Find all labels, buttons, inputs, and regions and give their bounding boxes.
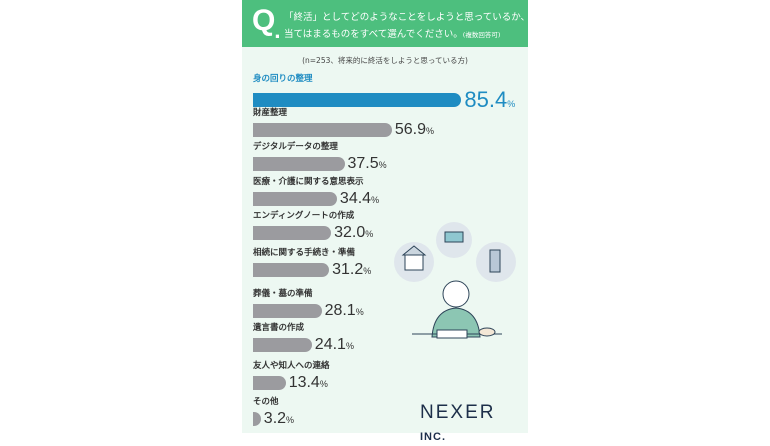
value-number: 37.5 [347, 155, 379, 172]
q-mark: Q [252, 4, 276, 37]
question-header: Q . 「終活」としてどのようなことをしようと思っているか、 当てはまるものをす… [242, 0, 531, 47]
percent-unit: % [355, 307, 364, 317]
value-number: 28.1 [324, 302, 356, 319]
percent-unit: % [345, 341, 354, 351]
category-label: 相続に関する手続き・準備 [253, 248, 356, 258]
category-label: デジタルデータの整理 [253, 142, 338, 152]
bar-row: 医療・介護に関する意思表示 34.4% [253, 175, 379, 208]
value-label: 85.4% [464, 87, 515, 113]
question-line-1: 「終活」としてどのようなことをしようと思っているか、 [284, 12, 531, 23]
percent-unit: % [378, 160, 387, 170]
category-label: 身の回りの整理 [253, 74, 313, 84]
value-number: 56.9 [394, 121, 426, 138]
percent-unit: % [425, 126, 434, 136]
percent-unit: % [286, 415, 295, 425]
bar-row: エンディングノートの作成 32.0% [253, 209, 373, 242]
question-line-2-text: 当てはまるものをすべて選んでください。 [284, 29, 463, 40]
category-label: その他 [253, 397, 279, 407]
value-number: 31.2 [332, 261, 364, 278]
bar [253, 263, 330, 277]
value-label: 28.1% [325, 302, 364, 320]
multi-answer-note: (複数回答可) [462, 31, 501, 39]
percent-unit: % [363, 266, 372, 276]
category-label: 医療・介護に関する意思表示 [253, 177, 364, 187]
category-label: 葬儀・墓の準備 [253, 289, 313, 299]
category-label: 遺言書の作成 [253, 323, 305, 333]
percent-unit: % [365, 229, 374, 239]
bar-row: 身の回りの整理 85.4% [253, 72, 515, 113]
value-number: 24.1 [314, 336, 346, 353]
survey-card: Q . 「終活」としてどのようなことをしようと思っているか、 当てはまるものをす… [242, 0, 531, 443]
q-dot: . [274, 22, 281, 43]
bar [253, 192, 337, 206]
percent-unit: % [507, 99, 516, 109]
person-writing-illustration [394, 222, 516, 339]
percent-unit: % [371, 195, 380, 205]
percent-unit: % [319, 379, 328, 389]
value-number: 85.4 [464, 87, 508, 112]
bar [253, 304, 322, 318]
value-label: 13.4% [289, 374, 328, 392]
bar [253, 376, 286, 390]
bar-row: その他 3.2% [253, 395, 294, 428]
value-label: 37.5% [348, 155, 387, 173]
category-label: 友人や知人への連絡 [253, 361, 330, 371]
value-label: 32.0% [334, 224, 373, 242]
category-label: 財産整理 [253, 108, 288, 118]
value-label: 31.2% [332, 261, 371, 279]
bar-row: デジタルデータの整理 37.5% [253, 140, 387, 173]
bar-row: 友人や知人への連絡 13.4% [253, 359, 330, 392]
bar [253, 226, 332, 240]
question-line-2: 当てはまるものをすべて選んでください。(複数回答可) [284, 26, 500, 40]
value-label: 3.2% [264, 410, 294, 428]
value-label: 56.9% [395, 121, 434, 139]
value-number: 3.2 [263, 410, 287, 427]
bar [253, 157, 345, 171]
value-number: 32.0 [334, 224, 366, 241]
value-label: 24.1% [315, 336, 354, 354]
bar [253, 123, 392, 137]
sample-note: (n=253、将来的に終活をしようと思っている方) [302, 56, 468, 65]
bar-row: 財産整理 56.9% [253, 106, 434, 139]
value-number: 13.4 [288, 374, 320, 391]
bar-row: 遺言書の作成 24.1% [253, 321, 354, 354]
logo-main: NEXER [420, 402, 496, 423]
category-label: エンディングノートの作成 [253, 211, 355, 221]
bar [253, 93, 462, 107]
bar [253, 338, 312, 352]
bar-row: 葬儀・墓の準備 28.1% [253, 287, 364, 320]
nexer-logo: NEXER INC. [420, 402, 528, 446]
bar-row: 相続に関する手続き・準備 31.2% [253, 246, 371, 279]
value-label: 34.4% [340, 190, 379, 208]
value-number: 34.4 [339, 190, 372, 207]
bar [253, 412, 261, 426]
